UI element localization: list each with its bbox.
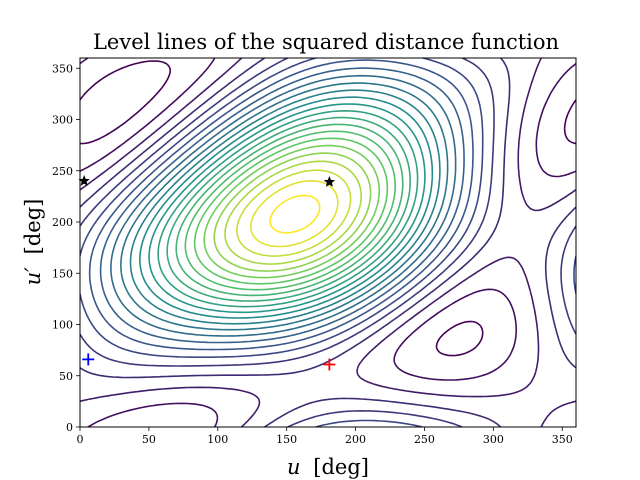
x-tick-label: 0 — [77, 433, 84, 446]
saddle-point-2-marker — [78, 175, 90, 186]
x-tick-label: 300 — [483, 433, 504, 446]
y-axis-ticks: 0 50 100 150 200 250 300 350 — [52, 62, 80, 434]
contour-level — [80, 58, 576, 427]
contour-level — [88, 59, 474, 351]
y-axis-unit: [deg] — [21, 199, 45, 255]
contour-level — [120, 82, 449, 331]
contour-level — [213, 152, 372, 272]
contour-level — [110, 74, 457, 337]
contour-level — [80, 58, 576, 427]
y-axis-symbol: u′ — [21, 267, 45, 286]
contour-level — [166, 116, 411, 302]
saddle-point-1-marker — [323, 176, 336, 187]
contour-level — [175, 123, 404, 297]
contour-level — [139, 96, 434, 319]
x-tick-label: 350 — [552, 433, 573, 446]
y-axis-label: u′ [deg] — [21, 199, 45, 286]
contour-level — [236, 169, 352, 257]
global-minimum-marker — [323, 358, 336, 371]
y-tick-label: 350 — [52, 62, 73, 75]
plot-frame — [79, 57, 577, 428]
contour-level — [157, 110, 419, 308]
x-tick-label: 200 — [345, 433, 366, 446]
x-axis-label: u [deg] — [287, 455, 369, 479]
contour-level — [129, 89, 441, 325]
x-axis-unit: [deg] — [313, 455, 369, 479]
y-tick-label: 150 — [52, 267, 73, 280]
x-axis-symbol: u — [287, 455, 301, 479]
x-axis-ticks: 0 50 100 150 200 250 300 350 — [77, 427, 573, 446]
contour-level — [99, 67, 465, 344]
contour-level — [184, 130, 396, 291]
contour-level — [80, 58, 576, 427]
contour-level — [203, 144, 380, 279]
x-tick-label: 250 — [414, 433, 435, 446]
markers — [78, 175, 336, 371]
contour-level — [224, 160, 362, 265]
contour-level — [250, 180, 339, 248]
y-tick-label: 250 — [52, 165, 73, 178]
x-tick-label: 100 — [207, 433, 228, 446]
contour-lines — [80, 58, 576, 427]
local-minimum-marker — [82, 353, 95, 366]
contour-level — [193, 137, 389, 285]
x-tick-label: 50 — [142, 433, 156, 446]
chart-title: Level lines of the squared distance func… — [93, 30, 559, 54]
contour-level — [80, 60, 576, 357]
y-tick-label: 100 — [52, 319, 73, 332]
y-tick-label: 0 — [66, 421, 73, 434]
y-tick-label: 300 — [52, 114, 73, 127]
x-tick-label: 150 — [276, 433, 297, 446]
contour-level — [269, 194, 321, 234]
contour-level — [80, 58, 576, 427]
contour-level — [80, 58, 576, 427]
y-tick-label: 200 — [52, 216, 73, 229]
y-tick-label: 50 — [59, 370, 73, 383]
contour-level — [148, 103, 426, 314]
